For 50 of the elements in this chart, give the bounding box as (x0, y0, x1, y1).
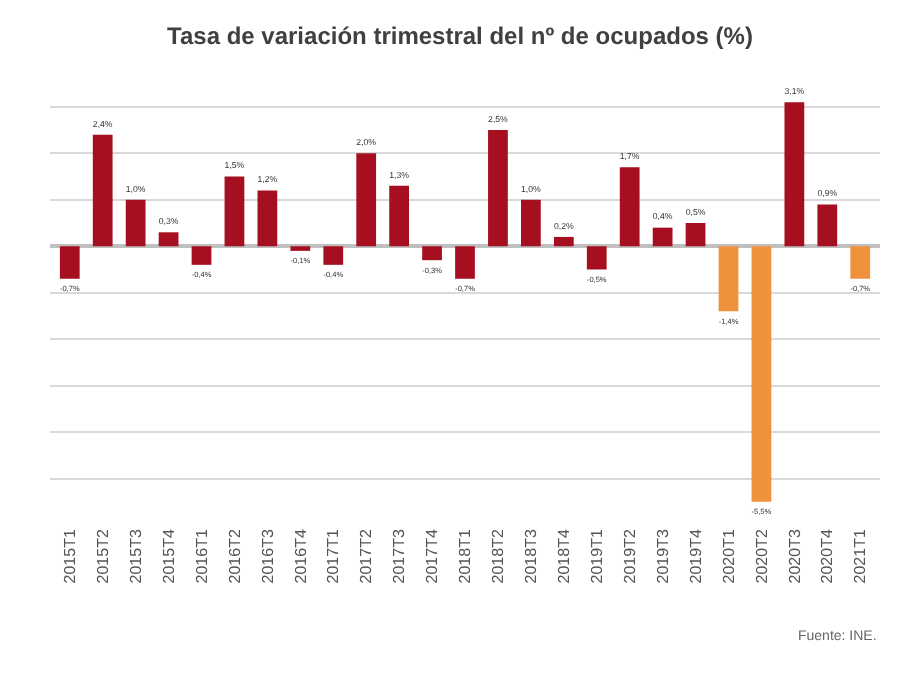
bar (224, 176, 245, 247)
x-tick-label: 2017T1 (324, 528, 343, 584)
x-tick-label: 2019T3 (653, 528, 672, 584)
x-tick-label: 2020T1 (719, 528, 738, 584)
x-tick-label: 2021T1 (851, 528, 870, 584)
bar (356, 153, 377, 247)
x-tick-label: 2020T2 (752, 528, 771, 584)
bar (488, 130, 508, 247)
x-tick-label: 2017T2 (357, 528, 376, 584)
x-tick-label: 2016T1 (192, 528, 211, 584)
bar (586, 246, 607, 270)
x-tick-label: 2016T4 (291, 528, 310, 584)
bar (422, 246, 442, 261)
x-tick-label: 2016T3 (258, 528, 277, 584)
bar (685, 223, 706, 247)
bar (158, 232, 179, 247)
bar (817, 204, 838, 247)
x-tick-label: 2015T2 (93, 528, 112, 584)
x-tick-label: 2015T4 (159, 528, 178, 584)
x-tick-label: 2017T3 (390, 528, 409, 584)
chart-title: Tasa de variación trimestral del nº de ocupados (%) (167, 22, 753, 50)
bar (553, 236, 574, 247)
bar (257, 190, 278, 247)
bar (455, 246, 475, 279)
bar (125, 199, 146, 247)
x-tick-label: 2015T3 (126, 528, 145, 584)
bar (784, 102, 805, 247)
bar (652, 227, 673, 247)
x-tick-label: 2016T2 (225, 528, 244, 584)
bar (718, 246, 739, 312)
x-tick-label: 2020T4 (818, 528, 837, 584)
x-tick-label: 2020T3 (785, 528, 804, 584)
bar (521, 199, 541, 247)
x-tick-label: 2018T1 (456, 528, 475, 584)
bar (850, 246, 871, 279)
x-tick-label: 2019T2 (620, 528, 639, 584)
bar (619, 167, 640, 247)
x-tick-label: 2018T4 (555, 528, 573, 584)
x-tick-label: 2019T1 (587, 528, 606, 584)
bar (323, 246, 344, 265)
bar (389, 185, 409, 247)
bar (59, 246, 80, 279)
bar (751, 246, 772, 502)
x-tick-label: 2018T3 (522, 528, 541, 584)
bar (191, 246, 212, 265)
x-tick-label: 2019T4 (686, 528, 705, 584)
bar (92, 134, 113, 247)
x-tick-label: 2018T2 (489, 528, 508, 584)
x-tick-label: 2017T4 (423, 528, 442, 584)
x-tick-label: 2015T1 (60, 528, 79, 584)
